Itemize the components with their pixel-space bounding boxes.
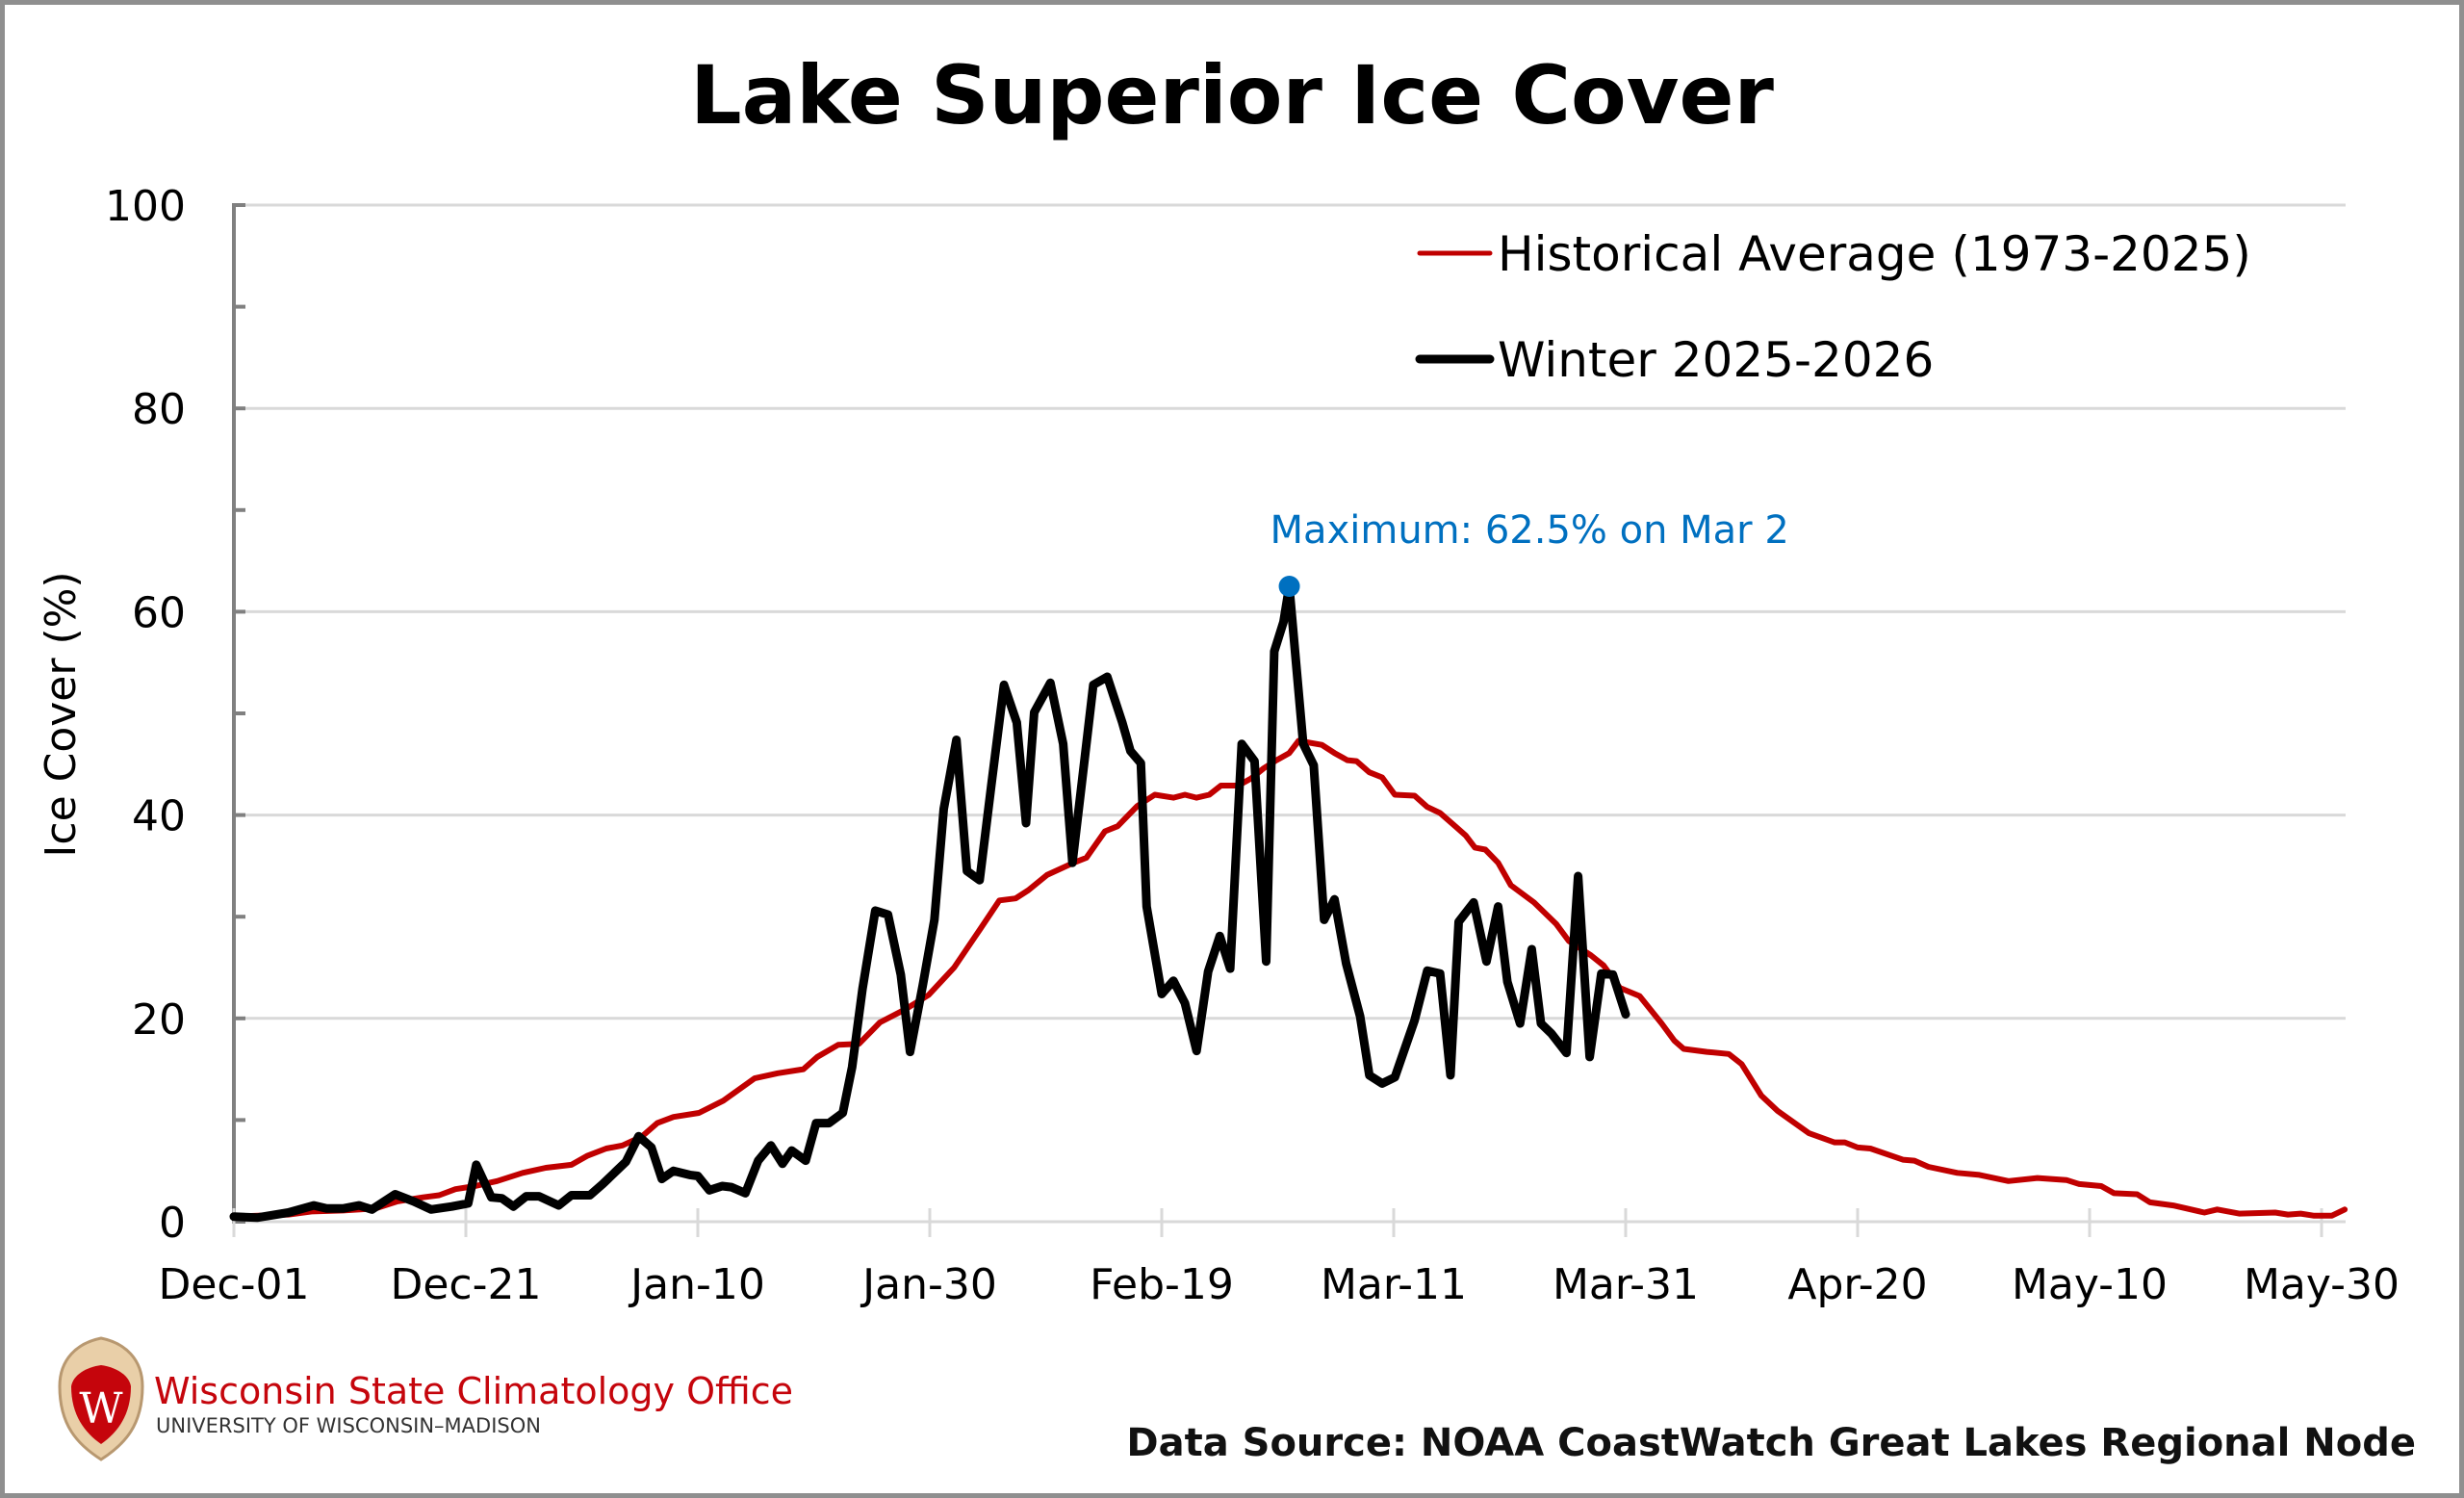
x-tick-label: Mar-31: [1553, 1260, 1699, 1309]
x-tick-label: Mar-11: [1321, 1260, 1467, 1309]
x-tick-label: Jan-30: [860, 1260, 997, 1309]
x-tick-label: Jan-10: [628, 1260, 765, 1309]
x-tick-label: Dec-01: [158, 1260, 309, 1309]
legend: Historical Average (1973-2025) Winter 20…: [1415, 226, 2251, 388]
gridlines: [234, 203, 2346, 1224]
axes: [232, 203, 2323, 1237]
x-tick-labels: Dec-01 Dec-21 Jan-10 Jan-30 Feb-19 Mar-11 Mar-…: [158, 1260, 2400, 1309]
y-tick-label: 20: [132, 995, 186, 1045]
y-tick-labels: 0 20 40 60 80 100: [105, 182, 186, 1248]
y-tick-label: 80: [132, 385, 186, 434]
y-tick-label: 60: [132, 588, 186, 637]
annotations: Maximum: 62.5% on Mar 2: [1270, 508, 1789, 597]
series-line-historical: [231, 737, 2348, 1220]
crest-shield-icon: [71, 1365, 131, 1444]
legend-label-winter: Winter 2025-2026: [1498, 332, 1934, 388]
y-tick-label: 100: [105, 182, 186, 231]
series-line-winter: [229, 581, 1630, 1223]
maximum-marker-dot: [1278, 576, 1300, 597]
series-lines: [229, 581, 2348, 1223]
crest-letter: W: [79, 1384, 123, 1433]
org-name: Wisconsin State Climatology Office: [154, 1370, 793, 1412]
x-tick-label: Feb-19: [1090, 1260, 1234, 1309]
data-source: Data Source: NOAA CoastWatch Great Lakes…: [1126, 1421, 2416, 1465]
x-tick-label: May-30: [2244, 1260, 2400, 1309]
uw-crest-logo: W: [58, 1336, 144, 1461]
x-tick-label: Dec-21: [390, 1260, 541, 1309]
y-axis-label: Ice Cover (%): [37, 571, 86, 857]
y-tick-label: 0: [159, 1199, 186, 1248]
university-name: UNIVERSITY OF WISCONSIN–MADISON: [156, 1414, 541, 1437]
legend-label-historical: Historical Average (1973-2025): [1498, 226, 2251, 282]
y-tick-label: 40: [132, 792, 186, 841]
x-tick-label: Apr-20: [1787, 1260, 1927, 1309]
chart-title: Lake Superior Ice Cover: [690, 48, 1774, 142]
maximum-annotation-label: Maximum: 62.5% on Mar 2: [1270, 508, 1789, 553]
x-tick-label: May-10: [2012, 1260, 2168, 1309]
